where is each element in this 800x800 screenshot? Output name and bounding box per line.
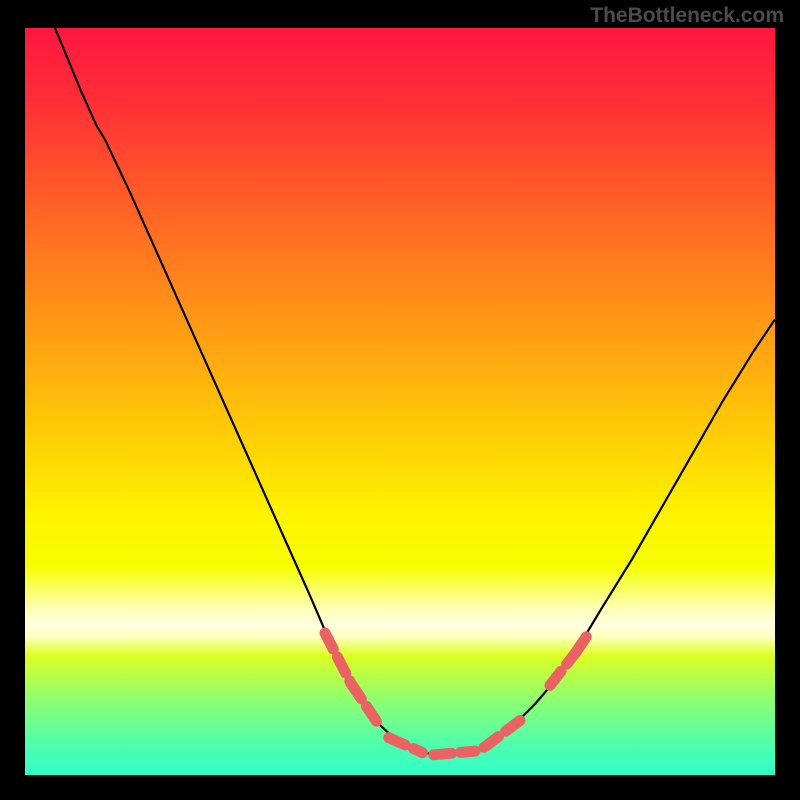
chart-container: TheBottleneck.com	[0, 0, 800, 800]
dash-overlay-segment	[434, 751, 475, 755]
chart-svg	[0, 0, 800, 800]
chart-background	[25, 28, 775, 775]
